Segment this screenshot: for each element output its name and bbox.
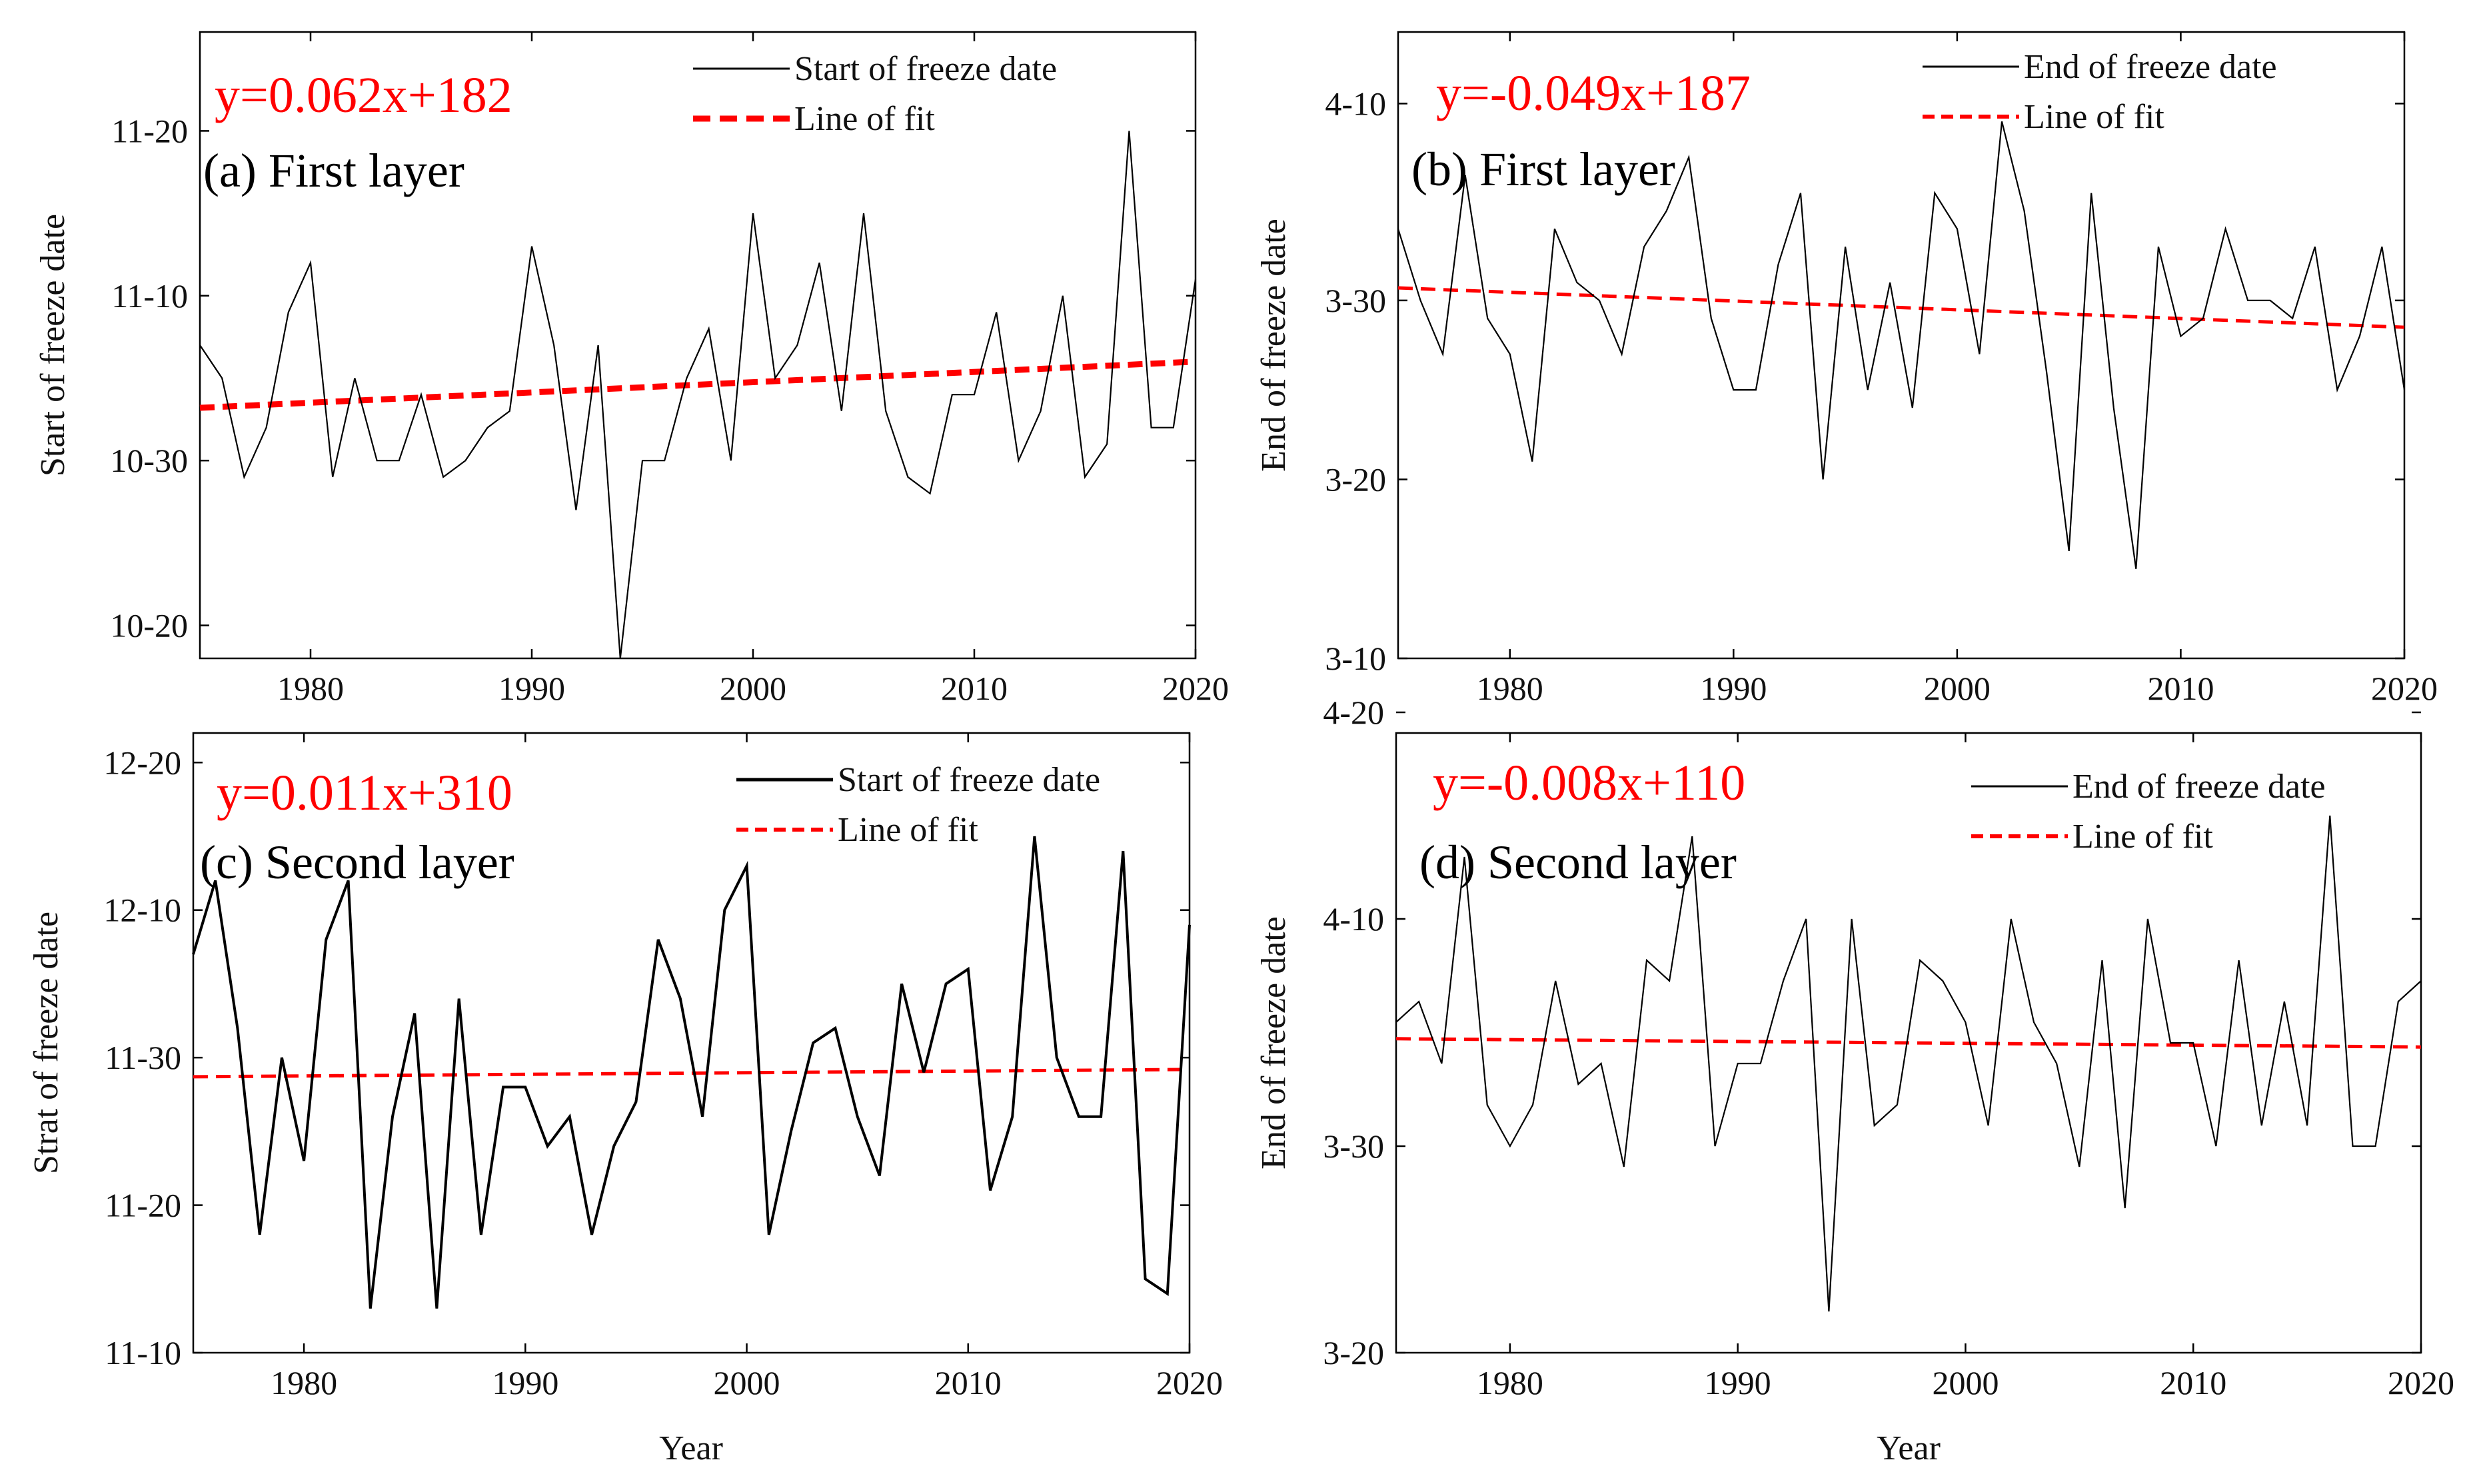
x-tick-label-d-2010: 2010 — [2160, 1364, 2226, 1401]
x-tick-label-a-1990: 1990 — [498, 670, 565, 707]
x-tick-label-c-1990: 1990 — [492, 1364, 558, 1401]
y-tick-label-c-1: 11-20 — [105, 1187, 181, 1224]
equation-c: y=0.011x+310 — [217, 765, 512, 821]
y-tick-label-b-0: 3-10 — [1325, 640, 1386, 677]
legend-b: End of freeze date Line of fit — [1923, 48, 2277, 136]
y-tick-label-a-1: 10-30 — [110, 442, 188, 479]
y-tick-label-d-3: 4-20 — [1323, 694, 1384, 731]
legend-label-series: End of freeze date — [2024, 48, 2277, 86]
series-line-b — [1397, 121, 2406, 569]
x-tick-label-b-1980: 1980 — [1477, 670, 1543, 707]
panel-a: 1980 1990 2000 2010 2020 10-20 10-30 11-10 11-20… — [34, 31, 1229, 707]
equation-a: y=0.062x+182 — [215, 67, 512, 123]
x-tick-label-b-2020: 2020 — [2371, 670, 2438, 707]
series-line-d — [1395, 815, 2422, 1312]
x-tick-label-d-2020: 2020 — [2388, 1364, 2454, 1401]
legend-label-fit: Line of fit — [838, 811, 978, 849]
panel-label-b: (b) First layer — [1411, 143, 1675, 196]
x-tick-label-b-2000: 2000 — [1924, 670, 1991, 707]
x-tick-label-a-2000: 2000 — [720, 670, 786, 707]
x-tick-label-d-2000: 2000 — [1932, 1364, 1999, 1401]
legend-label-series: Start of freeze date — [838, 761, 1100, 799]
series-line-c — [192, 836, 1191, 1309]
y-tick-label-c-3: 12-10 — [103, 892, 181, 929]
legend-label-series: End of freeze date — [2072, 768, 2326, 806]
legend-a: Start of freeze date Line of fit — [693, 50, 1057, 138]
legend-c: Start of freeze date Line of fit — [736, 761, 1100, 849]
legend-label-fit: Line of fit — [2024, 98, 2164, 136]
y-tick-label-b-1: 3-20 — [1325, 460, 1386, 498]
y-tick-label-a-0: 10-20 — [110, 607, 188, 644]
panel-b: 1980 1990 2000 2010 2020 3-10 3-20 3-30 4-10 y=-… — [1255, 31, 2438, 707]
x-tick-label-b-1990: 1990 — [1700, 670, 1767, 707]
y-tick-label-d-2: 4-10 — [1323, 900, 1384, 938]
x-tick-label-c-1980: 1980 — [271, 1364, 337, 1401]
x-tick-label-a-1980: 1980 — [277, 670, 344, 707]
y-tick-label-a-2: 11-10 — [111, 277, 188, 315]
y-tick-label-a-3: 11-20 — [111, 112, 188, 149]
x-tick-label-d-1990: 1990 — [1705, 1364, 1771, 1401]
panel-d: 1980 1990 2000 2010 2020 3-20 3-30 4-10 4-20 y=-… — [1255, 694, 2454, 1467]
legend-d: End of freeze date Line of fit — [1971, 768, 2326, 856]
panel-label-d: (d) Second layer — [1419, 836, 1737, 889]
x-tick-label-c-2020: 2020 — [1156, 1364, 1223, 1401]
x-tick-label-a-2010: 2010 — [941, 670, 1008, 707]
y-axis-label-b: End of freeze date — [1255, 219, 1293, 472]
y-tick-label-b-2: 3-30 — [1325, 282, 1386, 319]
fit-line-a — [199, 359, 1196, 411]
fit-line-d — [1395, 1037, 2422, 1049]
x-axis-label-d: Year — [1877, 1429, 1941, 1467]
y-tick-label-b-3: 4-10 — [1325, 85, 1386, 122]
y-axis-label-a: Start of freeze date — [34, 214, 72, 476]
legend-label-series: Start of freeze date — [794, 50, 1057, 88]
series-line-a — [199, 131, 1197, 659]
x-tick-label-a-2020: 2020 — [1162, 670, 1229, 707]
y-tick-label-d-1: 3-30 — [1323, 1127, 1384, 1165]
x-tick-label-d-1980: 1980 — [1477, 1364, 1543, 1401]
plot-area-a — [199, 31, 1197, 660]
fit-line-c — [193, 1068, 1190, 1079]
x-axis-label-c: Year — [659, 1429, 723, 1467]
panel-c: 1980 1990 2000 2010 2020 11-10 11-20 11-30 12-10… — [27, 732, 1223, 1467]
x-tick-label-c-2010: 2010 — [935, 1364, 1002, 1401]
legend-label-fit: Line of fit — [2072, 818, 2213, 856]
plot-area-b — [1397, 31, 2406, 660]
panel-label-c: (c) Second layer — [200, 836, 514, 889]
plot-area-c — [192, 732, 1191, 1354]
panel-label-a: (a) First layer — [203, 144, 464, 197]
y-axis-label-c: Strat of freeze date — [27, 912, 65, 1174]
fit-line-b — [1397, 286, 2405, 329]
y-tick-label-d-0: 3-20 — [1323, 1334, 1384, 1371]
x-tick-label-b-2010: 2010 — [2147, 670, 2214, 707]
y-tick-label-c-0: 11-10 — [105, 1334, 181, 1371]
legend-label-fit: Line of fit — [794, 100, 935, 138]
y-axis-label-d: End of freeze date — [1255, 916, 1293, 1169]
equation-d: y=-0.008x+110 — [1433, 755, 1745, 811]
equation-b: y=-0.049x+187 — [1436, 65, 1751, 121]
y-tick-label-c-4: 12-20 — [103, 744, 181, 781]
x-tick-label-c-2000: 2000 — [714, 1364, 780, 1401]
y-tick-label-c-2: 11-30 — [105, 1039, 181, 1076]
plot-area-d — [1395, 732, 2422, 1354]
